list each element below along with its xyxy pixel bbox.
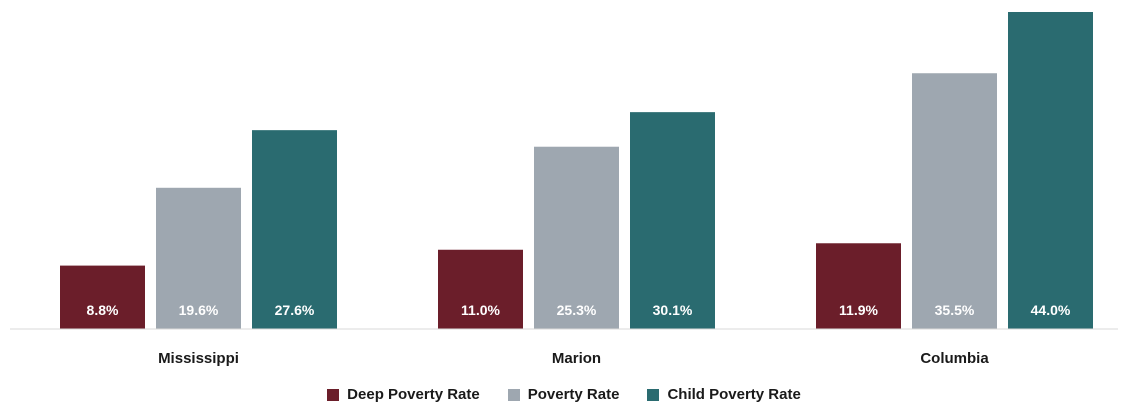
- legend-label: Poverty Rate: [527, 386, 620, 403]
- legend-swatch: [327, 388, 340, 401]
- data-label: 30.1%: [653, 302, 693, 318]
- legend-item-poverty-rate: Poverty Rate: [507, 386, 620, 403]
- bar-marion-poverty-rate: [534, 146, 619, 329]
- bars-group: [60, 12, 1093, 329]
- bar-mississippi-poverty-rate: [156, 187, 241, 329]
- legend-label: Deep Poverty Rate: [347, 386, 480, 403]
- data-label: 27.6%: [275, 302, 315, 318]
- data-label: 11.9%: [839, 302, 878, 318]
- bar-labels-group: 8.8% 19.6% 27.6% 11.0% 25.3% 30.1% 11.9% 35.5% 4…: [87, 302, 1071, 318]
- bar-marion-child-poverty-rate: [630, 112, 715, 329]
- data-label: 19.6%: [179, 302, 219, 318]
- poverty-bar-chart: 8.8% 19.6% 27.6% 11.0% 25.3% 30.1% 11.9% 35.5% 4…: [10, 12, 1118, 367]
- category-labels-group: Mississippi Marion Columbia: [158, 350, 989, 367]
- bar-columbia-poverty-rate: [912, 73, 997, 329]
- legend-item-deep-poverty-rate: Deep Poverty Rate: [327, 386, 480, 403]
- legend-swatch: [507, 388, 520, 401]
- bar-mississippi-deep-poverty-rate: [60, 265, 145, 329]
- data-label: 11.0%: [461, 302, 500, 318]
- data-label: 25.3%: [557, 302, 597, 318]
- legend: Deep Poverty Rate Poverty Rate Child Pover…: [0, 386, 1128, 403]
- category-label-columbia: Columbia: [920, 350, 989, 367]
- legend-swatch: [647, 388, 660, 401]
- bar-columbia-child-poverty-rate: [1008, 12, 1093, 329]
- legend-item-child-poverty-rate: Child Poverty Rate: [647, 386, 801, 403]
- bar-marion-deep-poverty-rate: [438, 249, 523, 329]
- legend-label: Child Poverty Rate: [667, 386, 801, 403]
- data-label: 35.5%: [935, 302, 975, 318]
- bar-columbia-deep-poverty-rate: [816, 243, 901, 329]
- bar-mississippi-child-poverty-rate: [252, 130, 337, 329]
- category-label-mississippi: Mississippi: [158, 350, 239, 367]
- data-label: 44.0%: [1031, 302, 1071, 318]
- category-label-marion: Marion: [552, 350, 601, 367]
- data-label: 8.8%: [87, 302, 119, 318]
